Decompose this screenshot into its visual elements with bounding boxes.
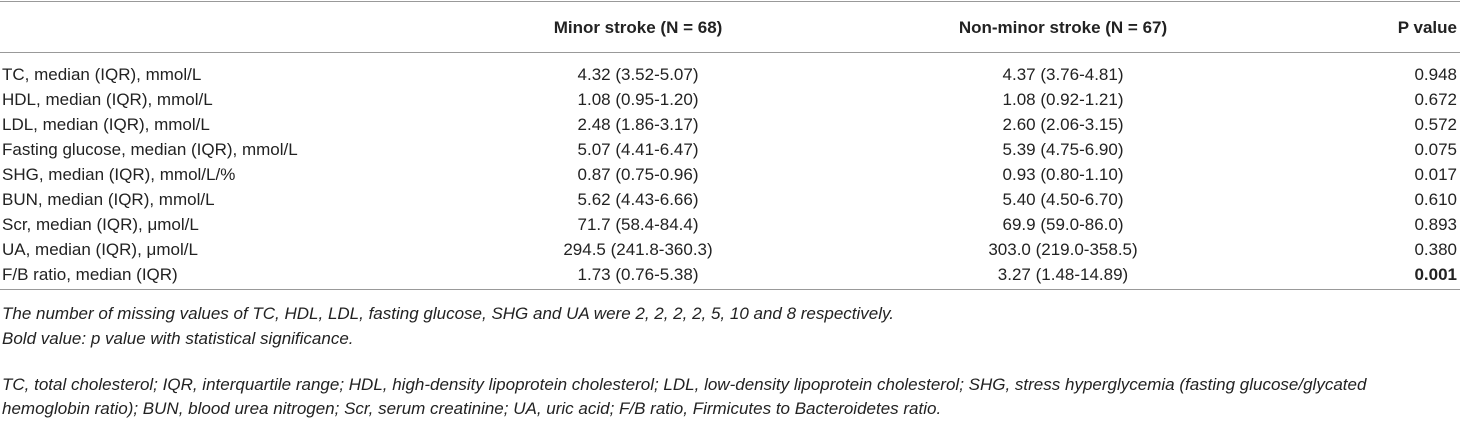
cell-value: 0.93 (0.80-1.10) xyxy=(1002,165,1124,184)
cell-value: 0.893 xyxy=(1414,215,1457,234)
cell-value: 0.87 (0.75-0.96) xyxy=(577,165,699,184)
row-label: F/B ratio, median (IQR) xyxy=(2,265,178,284)
cell-value: 0.017 xyxy=(1414,165,1457,184)
row-label: HDL, median (IQR), mmol/L xyxy=(2,90,213,109)
cell-value: 4.32 (3.52-5.07) xyxy=(577,65,699,84)
row-label: TC, median (IQR), mmol/L xyxy=(2,65,202,84)
row-label: Scr, median (IQR), μmol/L xyxy=(2,215,199,234)
cell-value: 0.610 xyxy=(1414,190,1457,209)
cell-value: 71.7 (58.4-84.4) xyxy=(577,215,699,234)
row-label: LDL, median (IQR), mmol/L xyxy=(2,115,210,134)
cell-value: 1.73 (0.76-5.38) xyxy=(577,265,699,284)
cell-value: 0.948 xyxy=(1414,65,1457,84)
footnote: Bold value: p value with statistical sig… xyxy=(2,329,354,348)
row-label: SHG, median (IQR), mmol/L/% xyxy=(2,165,236,184)
footnote: The number of missing values of TC, HDL,… xyxy=(2,304,894,323)
header-rule xyxy=(0,52,1460,53)
column-header: P value xyxy=(1397,18,1457,37)
footnote: TC, total cholesterol; IQR, interquartil… xyxy=(2,375,1367,418)
cell-value: 0.572 xyxy=(1414,115,1457,134)
cell-value: 1.08 (0.95-1.20) xyxy=(577,90,699,109)
cell-value: 294.5 (241.8-360.3) xyxy=(563,240,713,259)
row-label: Fasting glucose, median (IQR), mmol/L xyxy=(2,140,298,159)
bottom-rule xyxy=(0,289,1460,290)
cell-value: 69.9 (59.0-86.0) xyxy=(1002,215,1124,234)
column-header: Non-minor stroke (N = 67) xyxy=(958,18,1168,37)
top-rule xyxy=(0,1,1460,2)
cell-value: 0.075 xyxy=(1414,140,1457,159)
cell-value: 2.60 (2.06-3.15) xyxy=(1002,115,1124,134)
cell-value: 2.48 (1.86-3.17) xyxy=(577,115,699,134)
cell-value: 0.380 xyxy=(1414,240,1457,259)
cell-value: 3.27 (1.48-14.89) xyxy=(997,265,1129,284)
cell-value: 0.672 xyxy=(1414,90,1457,109)
row-label: UA, median (IQR), μmol/L xyxy=(2,240,198,259)
cell-value: 303.0 (219.0-358.5) xyxy=(988,240,1138,259)
cell-value: 5.40 (4.50-6.70) xyxy=(1002,190,1124,209)
cell-value: 0.001 xyxy=(1414,265,1457,284)
cell-value: 5.39 (4.75-6.90) xyxy=(1002,140,1124,159)
cell-value: 1.08 (0.92-1.21) xyxy=(1002,90,1124,109)
column-header: Minor stroke (N = 68) xyxy=(553,18,723,37)
row-label: BUN, median (IQR), mmol/L xyxy=(2,190,215,209)
cell-value: 5.62 (4.43-6.66) xyxy=(577,190,699,209)
cell-value: 5.07 (4.41-6.47) xyxy=(577,140,699,159)
cell-value: 4.37 (3.76-4.81) xyxy=(1002,65,1124,84)
